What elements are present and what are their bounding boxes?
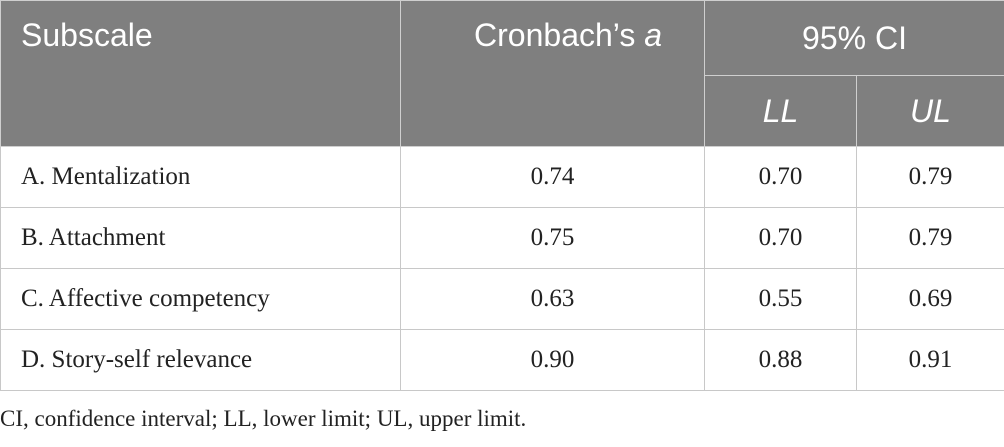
header-row-1: Subscale Cronbach’s a 95% CI [0, 0, 1004, 147]
cell-ll: 0.70 [704, 207, 857, 269]
cell-alpha: 0.75 [400, 207, 705, 269]
cell-ul: 0.79 [856, 207, 1004, 269]
table-body: A. Mentalization 0.74 0.70 0.79 B. Attac… [0, 146, 1004, 391]
table-header: Subscale Cronbach’s a 95% CI LL UL [0, 0, 1004, 147]
cell-alpha: 0.90 [400, 329, 705, 391]
cell-subscale: A. Mentalization [0, 146, 401, 208]
table-row: D. Story-self relevance 0.90 0.88 0.91 [0, 329, 1004, 391]
reliability-table: Subscale Cronbach’s a 95% CI LL UL A. Me… [0, 0, 1004, 391]
header-alpha-prefix: Cronbach’s [474, 17, 645, 53]
header-subscale: Subscale [0, 0, 401, 147]
table-row: C. Affective competency 0.63 0.55 0.69 [0, 268, 1004, 330]
header-cronbach-alpha: Cronbach’s a [400, 0, 705, 147]
table-footnote: CI, confidence interval; LL, lower limit… [0, 406, 527, 431]
cell-alpha: 0.74 [400, 146, 705, 208]
header-upper-limit: UL [856, 75, 1004, 147]
header-row-2: LL UL [1, 75, 1004, 147]
cell-ul: 0.91 [856, 329, 1004, 391]
cell-subscale: D. Story-self relevance [0, 329, 401, 391]
table-row: B. Attachment 0.75 0.70 0.79 [0, 207, 1004, 269]
cell-subscale: B. Attachment [0, 207, 401, 269]
cell-ll: 0.88 [704, 329, 857, 391]
reliability-table-container: Subscale Cronbach’s a 95% CI LL UL A. Me… [0, 0, 1004, 391]
cell-ll: 0.55 [704, 268, 857, 330]
cell-alpha: 0.63 [400, 268, 705, 330]
cell-subscale: C. Affective competency [0, 268, 401, 330]
header-lower-limit: LL [704, 75, 857, 147]
header-alpha-symbol: a [644, 17, 662, 53]
cell-ul: 0.79 [856, 146, 1004, 208]
header-ci: 95% CI [704, 0, 1004, 76]
cell-ul: 0.69 [856, 268, 1004, 330]
table-row: A. Mentalization 0.74 0.70 0.79 [0, 146, 1004, 208]
cell-ll: 0.70 [704, 146, 857, 208]
